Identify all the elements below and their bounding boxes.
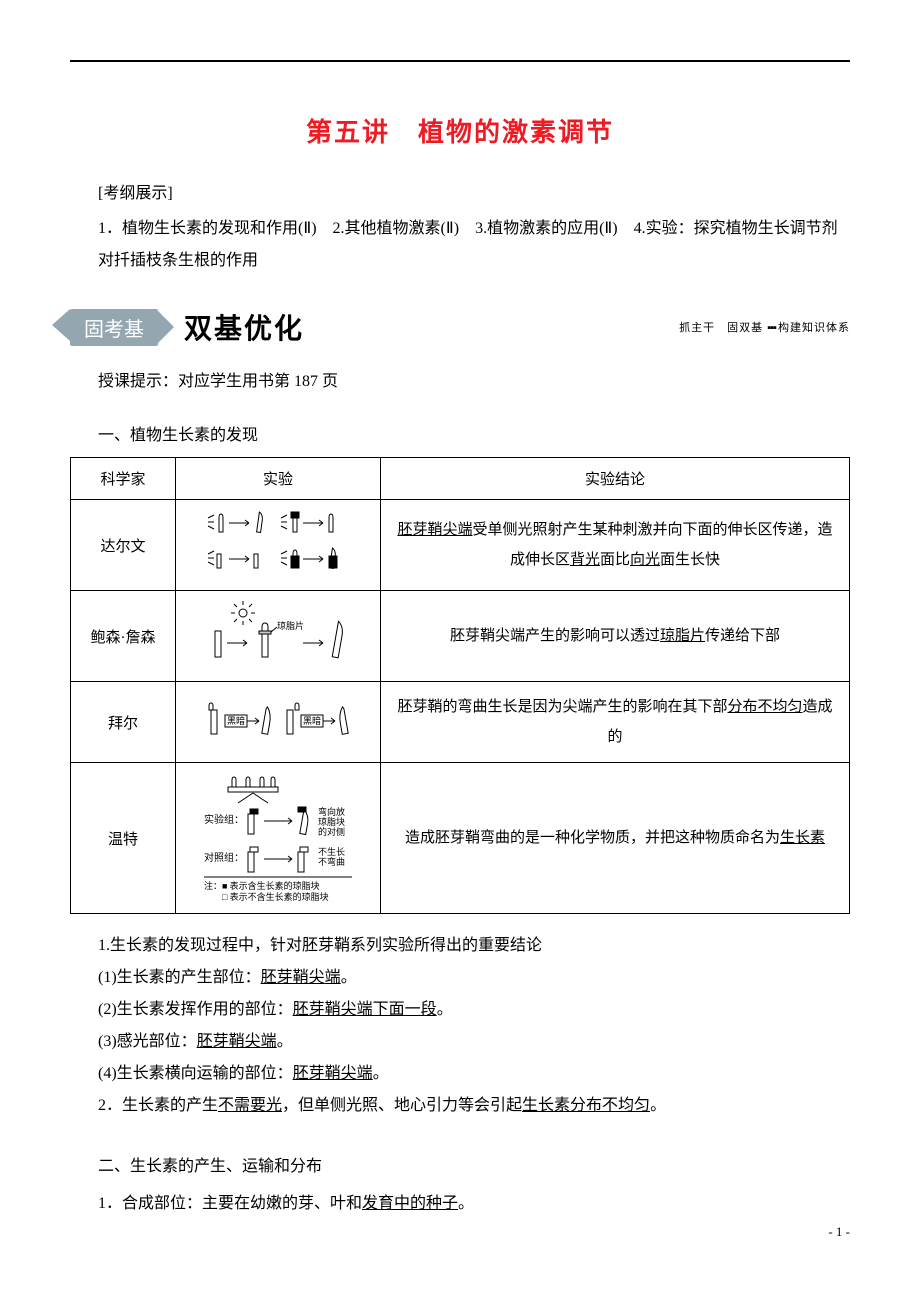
pre: (4)生长素横向运输的部位： [98, 1065, 293, 1082]
banner-big: 双基优化 [184, 307, 304, 347]
u: 胚芽鞘尖端下面一段 [293, 1001, 437, 1018]
cell-scientist: 鲍森·詹森 [71, 591, 176, 682]
u-text: 琼脂片 [660, 628, 705, 644]
section2-heading: 二、生长素的产生、运输和分布 [98, 1152, 850, 1176]
pre: 1．合成部位：主要在幼嫩的芽、叶和 [98, 1195, 362, 1212]
boysen-diagram: 琼脂片 [188, 601, 368, 671]
end: 。 [650, 1097, 666, 1114]
dark-label: 黑暗 [303, 715, 321, 726]
section1-body: 1.生长素的发现过程中，针对胚芽鞘系列实验所得出的重要结论 (1)生长素的产生部… [98, 930, 850, 1122]
pre: 2．生长素的产生 [98, 1097, 218, 1114]
u: 胚芽鞘尖端 [293, 1065, 373, 1082]
th-conclusion: 实验结论 [381, 458, 850, 500]
top-rule [70, 60, 850, 62]
post: 。 [437, 1001, 453, 1018]
cell-experiment: 实验组： 弯向放 琼脂块 的对侧 对照组： [176, 763, 381, 914]
dark-label: 黑暗 [227, 715, 245, 726]
post: 。 [341, 969, 357, 986]
text: 胚芽鞘的弯曲生长是因为尖端产生的影响在其下部 [397, 699, 727, 715]
list-item: (4)生长素横向运输的部位：胚芽鞘尖端。 [98, 1058, 850, 1090]
s2-p1: 1．合成部位：主要在幼嫩的芽、叶和发育中的种子。 [98, 1188, 850, 1220]
section1-heading: 一、植物生长素的发现 [98, 421, 850, 445]
cell-experiment: 黑暗 黑暗 [176, 682, 381, 763]
u: 发育中的种子 [362, 1195, 458, 1212]
list-item: (1)生长素的产生部位：胚芽鞘尖端。 [98, 962, 850, 994]
section2-body: 1．合成部位：主要在幼嫩的芽、叶和发育中的种子。 [98, 1188, 850, 1220]
table-row: 温特 实验组： [71, 763, 850, 914]
bend-label2: 琼脂块 [318, 816, 345, 827]
agar-label: 琼脂片 [277, 620, 304, 631]
cell-scientist: 达尔文 [71, 500, 176, 591]
page-title: 第五讲 植物的激素调节 [70, 112, 850, 149]
mid: ，但单侧光照、地心引力等会引起 [282, 1097, 522, 1114]
banner-arrow-icon [158, 311, 174, 343]
page-number: - 1 - [828, 1224, 850, 1240]
bend-label3: 的对侧 [318, 826, 345, 837]
th-experiment: 实验 [176, 458, 381, 500]
experiment-table: 科学家 实验 实验结论 达尔文 [70, 457, 850, 914]
table-row: 达尔文 [71, 500, 850, 591]
table-header-row: 科学家 实验 实验结论 [71, 458, 850, 500]
u: 胚芽鞘尖端 [261, 969, 341, 986]
note2: □ 表示不含生长素的琼脂块 [204, 891, 329, 902]
cell-experiment: 琼脂片 [176, 591, 381, 682]
pre: (3)感光部位： [98, 1033, 197, 1050]
syllabus-label: [考纲展示] [98, 179, 850, 203]
cell-conclusion: 胚芽鞘尖端产生的影响可以透过琼脂片传递给下部 [381, 591, 850, 682]
nogrow-label2: 不弯曲 [318, 856, 345, 867]
u: 不需要光 [218, 1097, 282, 1114]
u-text: 背光 [570, 552, 600, 568]
para1: 1.生长素的发现过程中，针对胚芽鞘系列实验所得出的重要结论 [98, 930, 850, 962]
note1: 注：■ 表示含生长素的琼脂块 [204, 880, 320, 891]
cell-conclusion: 胚芽鞘尖端受单侧光照射产生某种刺激并向下面的伸长区传递，造成伸长区背光面比向光面… [381, 500, 850, 591]
went-diagram: 实验组： 弯向放 琼脂块 的对侧 对照组： [188, 773, 368, 903]
u-text: 胚芽鞘尖端 [397, 522, 472, 538]
th-scientist: 科学家 [71, 458, 176, 500]
cell-experiment [176, 500, 381, 591]
ctrl-label: 对照组： [204, 851, 244, 864]
text: 传递给下部 [705, 628, 780, 644]
banner-dots-icon: ▪▪▪ [767, 322, 778, 334]
text: 胚芽鞘尖端产生的影响可以透过 [450, 628, 660, 644]
cell-conclusion: 造成胚芽鞘弯曲的是一种化学物质，并把这种物质命名为生长素 [381, 763, 850, 914]
pre: (1)生长素的产生部位： [98, 969, 261, 986]
teaching-note: 授课提示：对应学生用书第 187 页 [98, 367, 850, 391]
u: 生长素分布不均匀 [522, 1097, 650, 1114]
banner-right-b: 构建知识体系 [778, 322, 850, 334]
table-row: 鲍森·詹森 [71, 591, 850, 682]
pre: (2)生长素发挥作用的部位： [98, 1001, 293, 1018]
u: 胚芽鞘尖端 [197, 1033, 277, 1050]
u-text: 分布不均匀 [727, 699, 802, 715]
list-item: (3)感光部位：胚芽鞘尖端。 [98, 1026, 850, 1058]
cell-conclusion: 胚芽鞘的弯曲生长是因为尖端产生的影响在其下部分布不均匀造成的 [381, 682, 850, 763]
cell-scientist: 拜尔 [71, 682, 176, 763]
table-row: 拜尔 黑暗 [71, 682, 850, 763]
end: 。 [458, 1195, 474, 1212]
paal-diagram: 黑暗 黑暗 [188, 697, 368, 747]
section-banner: 固考基 双基优化 抓主干 固双基 ▪▪▪ 构建知识体系 [70, 307, 850, 347]
exp-label: 实验组： [204, 813, 244, 826]
bend-label: 弯向放 [318, 806, 345, 817]
text: 面比 [600, 552, 630, 568]
list-item: (2)生长素发挥作用的部位：胚芽鞘尖端下面一段。 [98, 994, 850, 1026]
syllabus-text: 1．植物生长素的发现和作用(Ⅱ) 2.其他植物激素(Ⅱ) 3.植物激素的应用(Ⅱ… [98, 213, 850, 277]
para2: 2．生长素的产生不需要光，但单侧光照、地心引力等会引起生长素分布不均匀。 [98, 1090, 850, 1122]
post: 。 [373, 1065, 389, 1082]
banner-left: 固考基 双基优化 [70, 307, 304, 347]
banner-right-a: 抓主干 固双基 [679, 322, 763, 334]
banner-box: 固考基 [70, 309, 158, 346]
text: 面生长快 [660, 552, 720, 568]
banner-right: 抓主干 固双基 ▪▪▪ 构建知识体系 [679, 319, 850, 335]
u-text: 向光 [630, 552, 660, 568]
u-text: 生长素 [780, 830, 825, 846]
text: 造成胚芽鞘弯曲的是一种化学物质，并把这种物质命名为 [405, 830, 780, 846]
nogrow-label: 不生长 [318, 846, 345, 857]
post: 。 [277, 1033, 293, 1050]
cell-scientist: 温特 [71, 763, 176, 914]
darwin-diagram [188, 510, 368, 580]
